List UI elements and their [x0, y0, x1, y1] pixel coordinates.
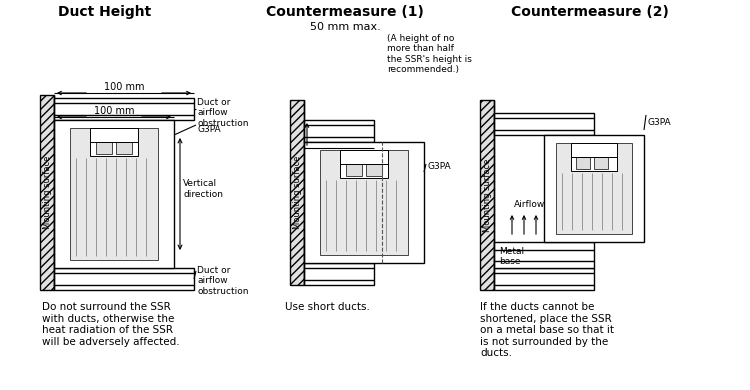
Text: Countermeasure (1): Countermeasure (1): [266, 5, 424, 19]
Bar: [366, 164, 382, 176]
Text: Countermeasure (2): Countermeasure (2): [511, 5, 669, 19]
Bar: [54, 120, 174, 268]
Text: If the ducts cannot be
shortened, place the SSR
on a metal base so that it
is no: If the ducts cannot be shortened, place …: [480, 302, 614, 358]
Bar: [304, 142, 424, 263]
Bar: [304, 263, 374, 285]
Text: Duct or
airflow
obstruction: Duct or airflow obstruction: [197, 266, 248, 296]
Bar: [304, 120, 374, 142]
Text: 100 mm: 100 mm: [94, 106, 134, 116]
Text: Mounting surface: Mounting surface: [43, 156, 52, 229]
Bar: [340, 150, 388, 178]
Bar: [556, 143, 632, 234]
Text: Duct Height: Duct Height: [58, 5, 152, 19]
Bar: [54, 268, 194, 290]
Text: Metal
base: Metal base: [499, 247, 524, 266]
Bar: [594, 157, 608, 169]
Bar: [96, 142, 112, 154]
Bar: [320, 150, 408, 255]
Text: Duct or
airflow
obstruction: Duct or airflow obstruction: [197, 98, 248, 128]
Text: G3PA: G3PA: [197, 125, 220, 134]
Text: 100 mm: 100 mm: [104, 82, 144, 92]
Bar: [290, 100, 304, 285]
Text: Use short ducts.: Use short ducts.: [285, 302, 370, 312]
Text: (A height of no
more than half
the SSR's height is
recommended.): (A height of no more than half the SSR's…: [387, 34, 472, 74]
Bar: [576, 157, 590, 169]
Bar: [90, 128, 138, 156]
Text: Mounting surface: Mounting surface: [482, 158, 491, 232]
Bar: [494, 113, 594, 135]
Bar: [54, 98, 194, 120]
Bar: [544, 135, 644, 242]
Bar: [571, 143, 617, 171]
Bar: [494, 242, 594, 268]
Text: G3PA: G3PA: [647, 118, 670, 127]
Text: Airflow: Airflow: [514, 200, 545, 209]
Bar: [346, 164, 362, 176]
Bar: [480, 100, 494, 290]
Bar: [116, 142, 132, 154]
Text: G3PA: G3PA: [427, 162, 451, 171]
Text: Do not surround the SSR
with ducts, otherwise the
heat radiation of the SSR
will: Do not surround the SSR with ducts, othe…: [42, 302, 180, 347]
Text: Vertical
direction: Vertical direction: [183, 179, 223, 199]
Bar: [40, 95, 54, 290]
Bar: [70, 128, 158, 260]
Bar: [494, 268, 594, 290]
Text: 50 mm max.: 50 mm max.: [310, 22, 380, 32]
Text: Mounting surface: Mounting surface: [292, 156, 302, 229]
